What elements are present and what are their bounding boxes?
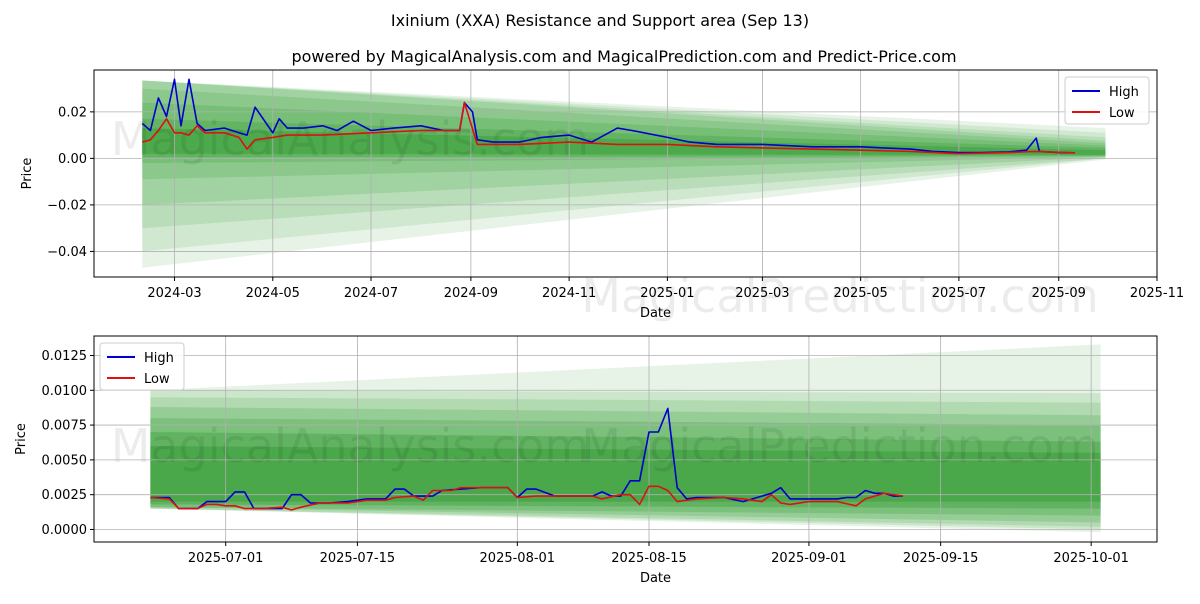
area-band-5 <box>150 418 1101 516</box>
series-high-line <box>141 78 1075 154</box>
chart-title: Ixinium (XXA) Resistance and Support are… <box>391 11 809 30</box>
watermark-1: MagicalAnalysis.com <box>111 419 590 473</box>
area-band-5 <box>142 88 1106 180</box>
x-tick-label: 2025-07 <box>932 286 986 301</box>
x-tick-label: 2025-09-01 <box>771 551 847 566</box>
area-band-1 <box>150 344 1101 533</box>
series-low-line <box>150 485 904 511</box>
y-axis-label: Price <box>14 423 29 455</box>
plot-frame <box>93 69 1158 278</box>
legend: High Low <box>1064 76 1150 125</box>
x-tick-label: 2025-09 <box>1032 286 1086 301</box>
x-tick-label: 2024-03 <box>147 286 201 301</box>
y-tick-label: 0.0000 <box>42 523 88 538</box>
x-tick-label: 2025-05 <box>833 286 887 301</box>
x-tick-label: 2024-07 <box>344 286 398 301</box>
legend: High Low <box>99 342 185 391</box>
x-tick-label: 2025-07-01 <box>188 551 264 566</box>
x-tick-label: 2025-01 <box>640 286 694 301</box>
x-tick-label: 2025-08-01 <box>480 551 556 566</box>
area-band-3 <box>142 80 1106 229</box>
area-band-6 <box>150 432 1101 509</box>
chart-subtitle: powered by MagicalAnalysis.com and Magic… <box>291 47 956 66</box>
legend-label-high: High <box>1109 85 1139 100</box>
x-tick-label: 2025-10-01 <box>1053 551 1129 566</box>
plot-frame <box>93 335 1158 543</box>
series-low-line <box>142 101 1075 155</box>
x-axis-label: Date <box>640 306 671 321</box>
axis-ticks: 2025-07-01 2025-07-15 2025-08-01 2025-08-15… <box>42 349 1129 566</box>
legend-label-low: Low <box>144 372 170 387</box>
series-lines <box>150 407 904 511</box>
area-band-2 <box>142 80 1106 252</box>
legend-label-high: High <box>144 351 174 366</box>
watermark-2: MagicalPrediction.com <box>581 419 1099 473</box>
x-tick-label: 2025-03 <box>735 286 789 301</box>
y-tick-label: 0.0100 <box>42 384 88 399</box>
legend-label-low: Low <box>1109 106 1135 121</box>
y-tick-label: −0.04 <box>47 245 87 260</box>
y-tick-label: 0.0125 <box>42 349 88 364</box>
area-band-1 <box>142 80 1106 268</box>
axis-ticks: 2024-03 2024-05 2024-07 2024-09 2024-11 2025-… <box>47 105 1184 301</box>
x-tick-label: 2024-11 <box>542 286 596 301</box>
x-tick-label: 2024-05 <box>246 286 300 301</box>
watermark-1: MagicalAnalysis.com <box>111 112 590 166</box>
y-tick-label: 0.0050 <box>42 453 88 468</box>
y-tick-label: 0.00 <box>58 152 87 167</box>
series-lines <box>141 78 1075 155</box>
area-band-4 <box>150 407 1101 523</box>
x-tick-label: 2025-07-15 <box>320 551 396 566</box>
support-resistance-area <box>142 80 1106 268</box>
y-tick-label: 0.02 <box>58 105 87 120</box>
x-tick-label: 2025-11 <box>1130 286 1184 301</box>
area-band-6 <box>142 102 1106 163</box>
y-tick-label: 0.0025 <box>42 488 88 503</box>
x-tick-label: 2025-08-15 <box>611 551 687 566</box>
x-tick-label: 2024-09 <box>444 286 498 301</box>
x-axis-label: Date <box>640 571 671 586</box>
y-tick-label: 0.0075 <box>42 419 88 434</box>
grid-lines <box>94 336 1157 542</box>
y-tick-label: −0.02 <box>47 198 87 213</box>
chart-panel-2: MagicalAnalysis.comMagicalPrediction.com… <box>14 335 1158 586</box>
y-axis-label: Price <box>20 158 35 190</box>
area-band-8 <box>142 128 1106 155</box>
chart-panel-1: MagicalAnalysis.comMagicalPrediction.com… <box>20 69 1184 323</box>
x-tick-label: 2025-09-15 <box>903 551 979 566</box>
